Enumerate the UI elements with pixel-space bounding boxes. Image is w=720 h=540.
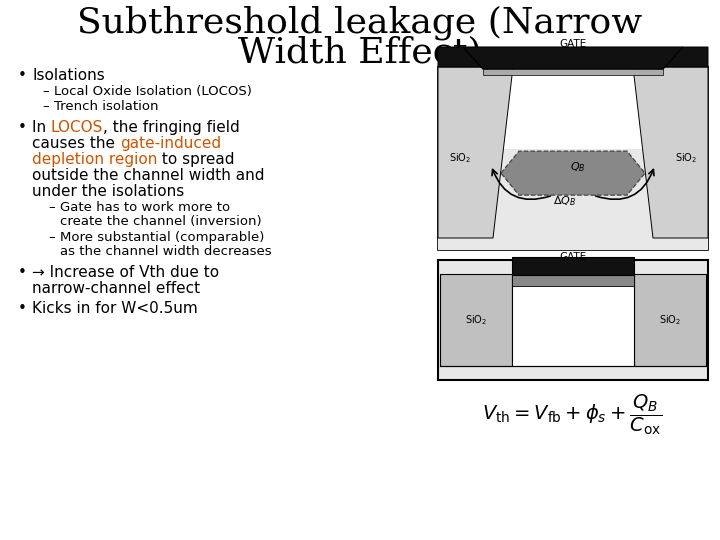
- Text: Gate has to work more to: Gate has to work more to: [60, 201, 230, 214]
- Text: $\Delta Q_B$: $\Delta Q_B$: [554, 194, 577, 208]
- Text: •: •: [18, 120, 27, 135]
- Polygon shape: [438, 47, 513, 69]
- Text: depletion region: depletion region: [32, 152, 158, 167]
- Text: •: •: [18, 68, 27, 83]
- Text: → Increase of Vth due to: → Increase of Vth due to: [32, 265, 219, 280]
- Polygon shape: [633, 67, 708, 238]
- Text: –: –: [42, 85, 49, 98]
- Text: , the fringing field: , the fringing field: [104, 120, 240, 135]
- Text: create the channel (inversion): create the channel (inversion): [60, 215, 261, 228]
- Polygon shape: [501, 151, 645, 195]
- Polygon shape: [463, 47, 683, 69]
- Bar: [440, 274, 512, 366]
- Text: GATE: GATE: [559, 39, 587, 49]
- Bar: [438, 150, 708, 250]
- Text: under the isolations: under the isolations: [32, 184, 184, 199]
- Text: outside the channel width and: outside the channel width and: [32, 168, 264, 183]
- Text: $Q_B$: $Q_B$: [570, 160, 586, 174]
- Text: LOCOS: LOCOS: [51, 120, 104, 135]
- Text: GATE: GATE: [559, 252, 587, 262]
- Text: SiO$_2$: SiO$_2$: [675, 152, 697, 165]
- Text: causes the: causes the: [32, 136, 120, 151]
- Text: Width Effect): Width Effect): [238, 35, 482, 69]
- Text: –: –: [42, 100, 49, 113]
- Text: In: In: [32, 120, 51, 135]
- Text: Subthreshold leakage (Narrow: Subthreshold leakage (Narrow: [77, 5, 643, 39]
- Text: Isolations: Isolations: [32, 68, 104, 83]
- Bar: [512, 274, 634, 366]
- Text: –: –: [48, 231, 55, 244]
- Bar: [512, 257, 634, 275]
- Text: SiO$_2$: SiO$_2$: [449, 152, 471, 165]
- Text: Kicks in for W<0.5um: Kicks in for W<0.5um: [32, 301, 198, 316]
- Polygon shape: [438, 67, 513, 238]
- Text: to spread: to spread: [158, 152, 235, 167]
- Bar: [634, 274, 706, 366]
- Bar: [438, 260, 708, 380]
- Bar: [483, 69, 663, 75]
- Bar: [438, 67, 708, 250]
- Text: narrow-channel effect: narrow-channel effect: [32, 281, 200, 296]
- Text: as the channel width decreases: as the channel width decreases: [60, 245, 271, 258]
- Polygon shape: [633, 47, 708, 69]
- Text: •: •: [18, 301, 27, 316]
- Text: $V_{\mathrm{th}} = V_{\mathrm{fb}} + \phi_s + \dfrac{Q_B}{C_{\mathrm{ox}}}$: $V_{\mathrm{th}} = V_{\mathrm{fb}} + \ph…: [482, 392, 662, 437]
- Text: Local Oxide Isolation (LOCOS): Local Oxide Isolation (LOCOS): [54, 85, 252, 98]
- Text: gate-induced: gate-induced: [120, 136, 221, 151]
- Text: SiO$_2$: SiO$_2$: [465, 313, 487, 327]
- Text: More substantial (comparable): More substantial (comparable): [60, 231, 264, 244]
- Bar: [512, 274, 634, 286]
- Text: Trench isolation: Trench isolation: [54, 100, 158, 113]
- Text: –: –: [48, 201, 55, 214]
- Text: •: •: [18, 265, 27, 280]
- Text: SiO$_2$: SiO$_2$: [659, 313, 681, 327]
